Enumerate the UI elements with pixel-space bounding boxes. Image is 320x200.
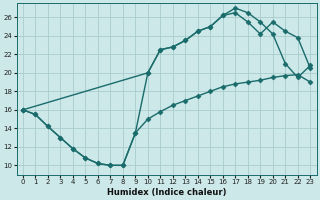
X-axis label: Humidex (Indice chaleur): Humidex (Indice chaleur) [107, 188, 226, 197]
